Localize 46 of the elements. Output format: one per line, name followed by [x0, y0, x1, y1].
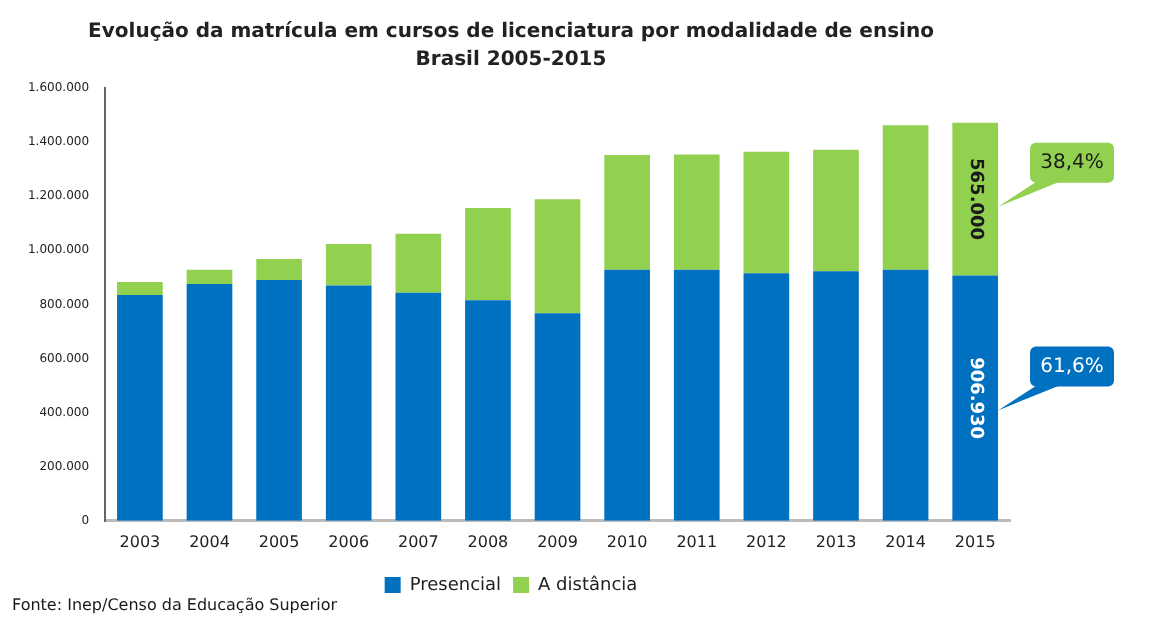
legend-label: A distância: [538, 573, 638, 596]
bar: [813, 271, 859, 521]
bar: [186, 284, 233, 521]
bar: [743, 151, 790, 274]
x-tick-label: 2005: [258, 532, 300, 551]
x-tick-label: 2004: [189, 532, 230, 551]
bar: [186, 269, 233, 285]
bar: [882, 269, 929, 521]
x-tick-label: 2008: [467, 532, 509, 551]
bar: [813, 149, 859, 272]
x-tick-label: 2007: [397, 532, 439, 551]
x-tick-label: 2010: [606, 532, 648, 551]
bar: [325, 244, 372, 286]
x-tick-label: 2011: [676, 532, 718, 551]
text: 61,6%: [1040, 355, 1104, 378]
x-tick-label: 2013: [815, 532, 857, 551]
bar: [534, 313, 581, 521]
bar: [604, 269, 650, 521]
x-tick-label: 2006: [328, 532, 370, 551]
bar: [465, 208, 511, 301]
x-tick-label: 2014: [885, 532, 926, 551]
bar: [117, 294, 163, 521]
bar: [673, 269, 720, 521]
x-tick-label: 2003: [119, 532, 161, 551]
x-tick-label: 2009: [537, 532, 578, 551]
bar: [534, 199, 581, 314]
bar: [604, 155, 650, 270]
source-note: Fonte: Inep/Censo da Educação Superior: [12, 596, 339, 615]
x-tick-label: 2012: [746, 532, 787, 551]
bar: [325, 285, 372, 521]
chart-title: Evolução da matrícula em cursos de licenciatura por modalidade de ensino: [88, 21, 935, 44]
bar: [117, 281, 163, 295]
bar: [256, 258, 302, 281]
text: 38,4%: [1040, 151, 1104, 174]
data-label: 906.930: [964, 357, 985, 440]
legend-label: Presencial: [409, 575, 502, 596]
bar: [673, 154, 720, 270]
bar: [256, 280, 302, 521]
bar: [395, 233, 442, 293]
x-tick-label: 2015: [954, 532, 996, 551]
bar: [882, 125, 929, 270]
bar: [465, 300, 511, 521]
bar: [743, 273, 790, 521]
chart-subtitle: Brasil 2005-2015: [415, 49, 607, 72]
bar: [395, 292, 442, 521]
data-label: 565.000: [964, 158, 985, 241]
